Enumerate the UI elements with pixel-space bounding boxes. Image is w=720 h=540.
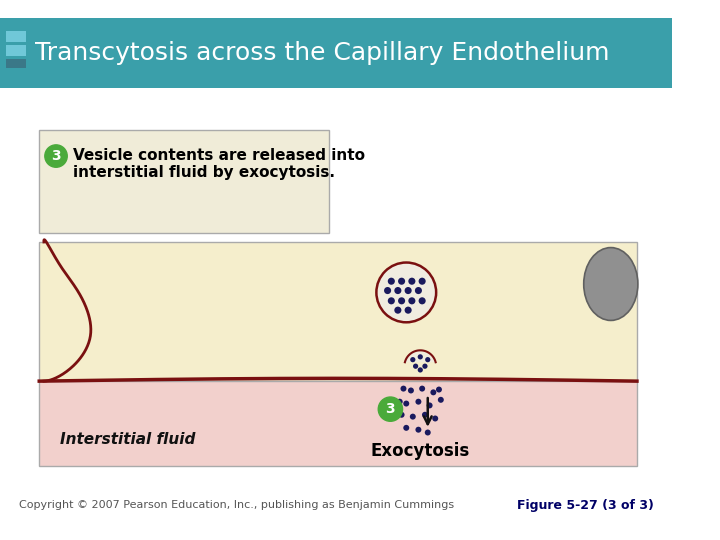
FancyBboxPatch shape: [6, 59, 26, 68]
Circle shape: [436, 387, 442, 393]
FancyBboxPatch shape: [0, 88, 672, 522]
Circle shape: [405, 307, 412, 314]
Circle shape: [418, 354, 423, 360]
FancyBboxPatch shape: [39, 381, 637, 466]
FancyBboxPatch shape: [6, 31, 26, 42]
Ellipse shape: [584, 247, 638, 320]
Circle shape: [384, 287, 391, 294]
Circle shape: [408, 298, 415, 305]
Text: Vesicle contents are released into: Vesicle contents are released into: [73, 147, 365, 163]
Text: Interstitial fluid: Interstitial fluid: [60, 433, 195, 448]
Circle shape: [408, 388, 414, 394]
FancyBboxPatch shape: [6, 45, 26, 56]
FancyBboxPatch shape: [39, 130, 329, 233]
Circle shape: [427, 402, 433, 408]
Circle shape: [398, 298, 405, 305]
Polygon shape: [405, 350, 436, 362]
FancyBboxPatch shape: [39, 242, 637, 381]
Circle shape: [425, 357, 431, 362]
Circle shape: [415, 287, 422, 294]
Circle shape: [413, 363, 418, 369]
Circle shape: [388, 278, 395, 285]
Circle shape: [432, 415, 438, 422]
Circle shape: [403, 401, 409, 407]
Circle shape: [45, 145, 67, 167]
Circle shape: [423, 363, 428, 369]
Circle shape: [438, 397, 444, 403]
Circle shape: [422, 412, 428, 418]
Circle shape: [395, 287, 402, 294]
Circle shape: [419, 386, 425, 392]
Circle shape: [410, 414, 415, 420]
Text: Transcytosis across the Capillary Endothelium: Transcytosis across the Capillary Endoth…: [35, 41, 610, 65]
Text: Copyright © 2007 Pearson Education, Inc., publishing as Benjamin Cummings: Copyright © 2007 Pearson Education, Inc.…: [19, 501, 454, 510]
Text: 3: 3: [51, 149, 61, 163]
FancyBboxPatch shape: [0, 18, 672, 88]
Circle shape: [405, 287, 412, 294]
Circle shape: [377, 262, 436, 322]
Circle shape: [403, 425, 409, 431]
Circle shape: [378, 397, 402, 421]
Circle shape: [400, 386, 407, 392]
Circle shape: [399, 412, 405, 418]
Text: Exocytosis: Exocytosis: [371, 442, 470, 460]
Circle shape: [388, 298, 395, 305]
Text: interstitial fluid by exocytosis.: interstitial fluid by exocytosis.: [73, 165, 335, 180]
Circle shape: [415, 399, 421, 404]
Circle shape: [397, 399, 402, 404]
Circle shape: [398, 278, 405, 285]
Circle shape: [431, 389, 436, 395]
Circle shape: [395, 307, 402, 314]
Circle shape: [418, 278, 426, 285]
Circle shape: [425, 429, 431, 435]
Text: Figure 5-27 (3 of 3): Figure 5-27 (3 of 3): [517, 499, 654, 512]
Text: 3: 3: [386, 402, 395, 416]
Circle shape: [410, 357, 415, 362]
Circle shape: [418, 367, 423, 373]
Circle shape: [408, 278, 415, 285]
Circle shape: [415, 427, 421, 433]
Circle shape: [418, 298, 426, 305]
